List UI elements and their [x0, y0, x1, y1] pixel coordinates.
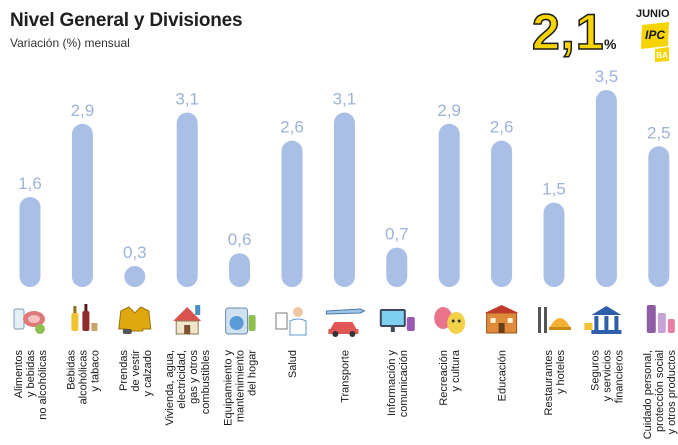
- value-label: 1,5: [542, 180, 566, 199]
- category-label-line: combustibles: [200, 350, 212, 415]
- category-label-line: protección social: [654, 350, 666, 432]
- category-label: Educación: [497, 350, 509, 401]
- value-label: 2,9: [71, 101, 95, 120]
- category-label: Bebidas alcohólicas y tabaco: [65, 350, 101, 405]
- category-label-line: Seguros: [589, 350, 601, 391]
- bar: [438, 123, 460, 288]
- headline-unit: %: [604, 36, 617, 52]
- cutlery-cloche-icon: [538, 307, 571, 333]
- bar: [543, 202, 565, 287]
- category-label-line: y bebidas: [25, 350, 37, 398]
- value-label: 3,1: [333, 90, 357, 109]
- category-label-line: Prendas: [118, 350, 130, 391]
- logo-sub: BA: [656, 51, 668, 60]
- category-label-line: Transporte: [339, 350, 351, 403]
- value-label: 1,6: [18, 174, 42, 193]
- value-label: 2,5: [647, 123, 671, 142]
- ipc-logo: IPC BA: [641, 22, 669, 62]
- category-label-line: no alcohólicas: [37, 350, 49, 420]
- category-label-line: Información y: [386, 350, 398, 417]
- category-label-line: y otros productos: [666, 350, 678, 435]
- bar: [176, 112, 198, 287]
- bar: [333, 112, 355, 287]
- category-label: Información y comunicación: [386, 350, 410, 418]
- bar: [19, 196, 41, 287]
- school-icon: [484, 305, 519, 334]
- logo-text: IPC: [645, 28, 665, 42]
- food-icon: [13, 308, 45, 334]
- category-label-line: y hoteles: [555, 350, 567, 395]
- value-label: 3,5: [595, 67, 619, 86]
- drinks-icon: [71, 304, 98, 331]
- category-label-line: alcohólicas: [77, 350, 89, 405]
- chart-subtitle: Variación (%) mensual: [10, 36, 130, 50]
- category-label-line: y servicios: [601, 350, 613, 402]
- category-label-line: Equipamiento y: [223, 350, 235, 426]
- category-label: Equipamiento y mantenimiento del hogar: [223, 350, 259, 426]
- doctor-icon: [275, 307, 307, 336]
- category-label-line: y cultura: [450, 349, 462, 391]
- value-label: 2,9: [437, 101, 461, 120]
- bar: [124, 266, 146, 287]
- bar: [491, 140, 513, 287]
- category-label: Salud: [287, 350, 299, 378]
- category-label-line: Bebidas: [65, 350, 77, 390]
- category-label: Seguros y servicios financieros: [589, 350, 625, 404]
- value-label: 0,7: [385, 225, 409, 244]
- value-label: 0,3: [123, 243, 147, 262]
- category-label-line: Restaurantes: [543, 350, 555, 416]
- category-label-line: Recreación: [438, 350, 450, 406]
- category-label-line: de vestir: [130, 350, 142, 392]
- bar: [281, 140, 303, 287]
- clothing-icon: [118, 306, 152, 334]
- bar: [229, 253, 251, 287]
- monitor-icon: [379, 309, 415, 332]
- category-label-line: Cuidado personal,: [642, 350, 654, 439]
- value-label: 0,6: [228, 230, 252, 249]
- category-label-line: Salud: [287, 350, 299, 378]
- category-label-line: y tabaco: [89, 350, 101, 392]
- category-label: Cuidado personal, protección social y otro…: [642, 350, 678, 440]
- bar: [595, 90, 617, 287]
- bar: [386, 247, 408, 287]
- category-label-line: Alimentos: [13, 350, 25, 399]
- category-label-line: Vivienda, agua,: [164, 350, 176, 426]
- category-label-line: gas y otros: [188, 350, 200, 404]
- bar: [71, 123, 93, 288]
- category-label-line: y calzado: [142, 350, 154, 396]
- category-label-line: financieros: [613, 350, 625, 404]
- category-label-line: del hogar: [247, 350, 259, 396]
- bank-icon: [584, 306, 622, 334]
- category-label: Recreación y cultura: [438, 349, 462, 406]
- category-label: Prendas de vestir y calzado: [118, 350, 154, 397]
- category-label-line: comunicación: [398, 350, 410, 417]
- category-label: Transporte: [339, 350, 351, 403]
- cosmetics-icon: [646, 305, 675, 333]
- house-icon: [173, 305, 202, 335]
- category-label-line: electricidad,: [176, 350, 188, 409]
- value-label: 2,6: [490, 118, 514, 137]
- headline-value: 2,1: [531, 3, 605, 61]
- chart-title: Nivel General y Divisiones: [10, 10, 243, 31]
- category-label: Vivienda, agua, electricidad, gas y otros c…: [164, 350, 212, 426]
- category-label-line: Educación: [497, 350, 509, 401]
- plane-car-icon: [325, 308, 366, 337]
- bar: [648, 146, 670, 287]
- theater-masks-icon: [434, 307, 466, 334]
- category-label-line: mantenimiento: [235, 350, 247, 422]
- washing-machine-icon: [225, 307, 256, 335]
- value-label: 3,1: [175, 90, 199, 109]
- category-label: Restaurantes y hoteles: [543, 350, 567, 416]
- category-label: Alimentos y bebidas no alcohólicas: [13, 350, 49, 420]
- month-label: JUNIO: [636, 8, 670, 20]
- value-label: 2,6: [280, 118, 304, 137]
